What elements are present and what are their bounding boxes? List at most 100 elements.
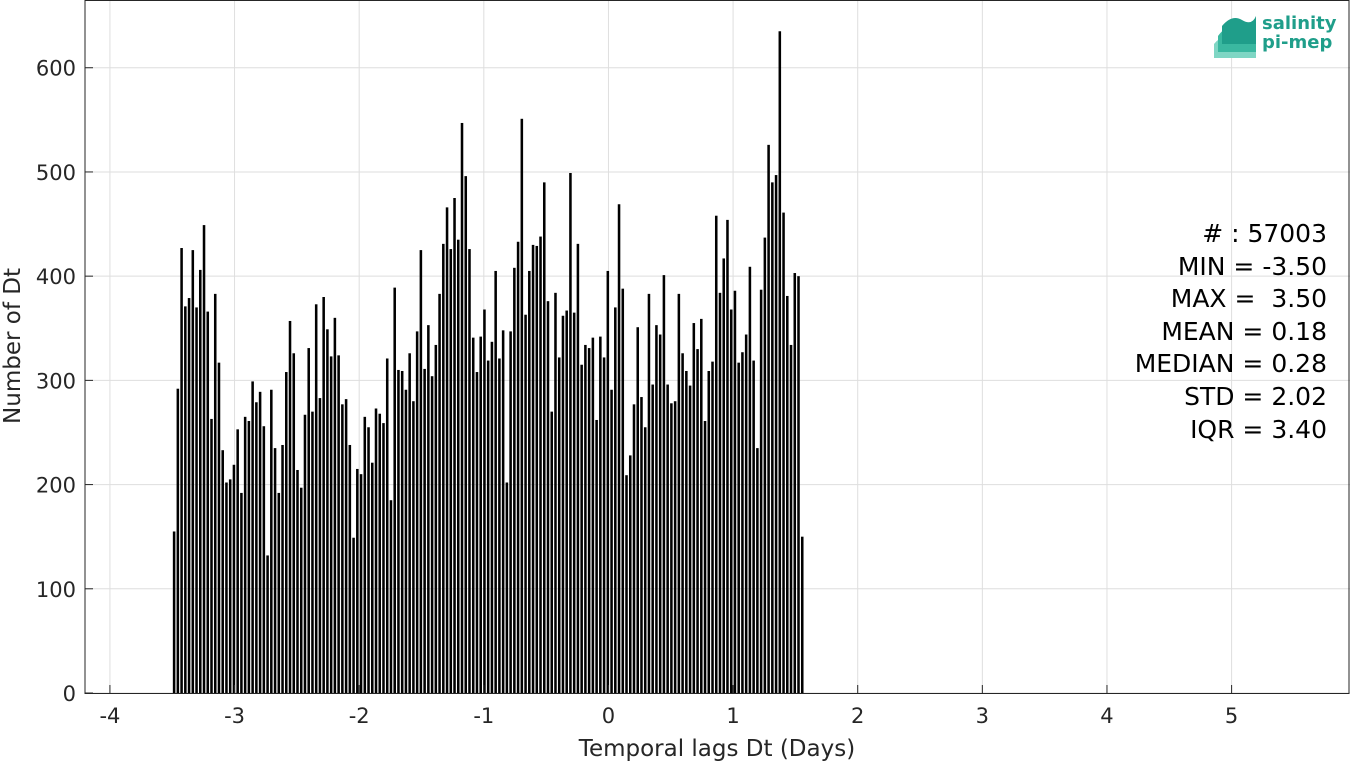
logo-line-2: pi-mep	[1262, 32, 1333, 53]
histogram-bar	[748, 266, 752, 693]
x-tick-labels: -4 -3 -2 -1 0 1 2 3 4 5	[99, 685, 1238, 728]
histogram-bar	[714, 215, 718, 693]
histogram-bar	[333, 317, 337, 693]
histogram-bar	[763, 237, 767, 693]
histogram-bar	[800, 536, 804, 693]
histogram-bar	[412, 401, 415, 693]
histogram-bar	[464, 176, 468, 693]
histogram-bar	[299, 487, 303, 693]
histogram-bar	[733, 290, 737, 693]
histogram-bar	[501, 330, 505, 693]
x-tick-label: -4	[99, 704, 120, 728]
histogram-bar	[471, 337, 475, 693]
histogram-bar	[311, 411, 314, 693]
histogram-bar	[393, 287, 396, 693]
histogram-bar	[617, 204, 621, 693]
histogram-bar	[688, 385, 692, 693]
histogram-bar	[778, 31, 782, 693]
histogram-bar	[322, 297, 325, 693]
histogram-bar	[681, 353, 684, 693]
x-tick-label: 2	[851, 704, 864, 728]
histogram-bar	[696, 349, 699, 693]
histogram-bar	[647, 293, 651, 693]
logo-text: salinity pi-mep	[1262, 14, 1337, 52]
histogram-bar	[456, 239, 460, 693]
histogram-bar	[741, 352, 744, 693]
stat-std: STD = 2.02	[1184, 381, 1327, 411]
histogram-bar	[513, 267, 516, 693]
y-tick-label: 100	[36, 578, 76, 602]
histogram-bar	[348, 444, 352, 693]
histogram-bar	[628, 455, 632, 693]
histogram-bar	[460, 122, 464, 693]
histogram-bar	[486, 360, 490, 693]
histogram-bar	[382, 423, 385, 693]
stat-max: MAX = 3.50	[1170, 284, 1327, 314]
x-axis-label: Temporal lags Dt (Days)	[578, 736, 855, 762]
histogram-bar	[535, 245, 539, 694]
histogram-bar	[685, 370, 688, 693]
histogram-bar	[288, 320, 292, 693]
histogram-bar	[692, 323, 696, 693]
histogram-bar	[341, 404, 344, 693]
stat-min: MIN = -3.50	[1177, 251, 1327, 281]
histogram-bar	[184, 306, 187, 693]
histogram-bar	[199, 269, 202, 693]
histogram-bar	[337, 355, 340, 693]
histogram-bar	[782, 212, 785, 693]
logo-line-1: salinity	[1262, 13, 1337, 34]
logo-waves-icon	[1214, 16, 1256, 58]
histogram-bar	[404, 389, 408, 693]
histogram-bar	[236, 429, 239, 693]
histogram-bar	[591, 337, 595, 693]
histogram-bar	[273, 448, 277, 693]
histogram-bar	[318, 398, 322, 693]
histogram-bar	[520, 118, 524, 694]
histogram-bar	[726, 219, 729, 693]
histogram-bar	[296, 469, 299, 693]
histogram-bar	[569, 172, 572, 693]
histogram-bar	[670, 403, 673, 693]
histogram-bar	[442, 243, 445, 693]
histogram-bar	[378, 413, 382, 693]
histogram-bar	[419, 250, 423, 693]
histogram-bar	[700, 318, 703, 693]
histogram-bar	[262, 426, 266, 693]
histogram-bar	[602, 357, 606, 693]
histogram-bar	[191, 250, 195, 693]
histogram-bar	[326, 329, 329, 693]
x-tick-label: -1	[473, 704, 494, 728]
histogram-bar	[385, 358, 389, 693]
histogram-bar	[703, 421, 707, 693]
histogram-bar	[509, 331, 512, 693]
histogram-bar	[797, 276, 800, 693]
histogram-bar	[531, 244, 535, 694]
histogram-bar	[344, 399, 348, 693]
histogram-bar	[270, 389, 273, 693]
histogram-bar	[572, 312, 576, 693]
histogram-bar	[542, 182, 546, 694]
histogram-bar	[438, 293, 441, 693]
statistics-box: # : 57003 MIN = -3.50 MAX = 3.50 MEAN = 0.1…	[1135, 218, 1327, 446]
histogram-bar	[767, 144, 770, 693]
histogram-bar	[359, 474, 363, 693]
histogram-bar	[789, 344, 793, 693]
x-tick-label: -3	[224, 704, 245, 728]
bars-group	[172, 31, 804, 694]
x-tick-label: 5	[1225, 704, 1238, 728]
y-tick-label: 0	[63, 682, 76, 706]
histogram-bar	[352, 537, 355, 693]
histogram-bar	[756, 448, 759, 693]
histogram-bar	[711, 361, 714, 693]
histogram-bar	[453, 198, 456, 693]
histogram-bar	[658, 334, 662, 693]
histogram-bar	[636, 327, 640, 693]
histogram-bar	[180, 248, 183, 693]
histogram-bar	[329, 356, 333, 693]
histogram-bar	[232, 464, 236, 693]
histogram-bar	[303, 414, 307, 693]
stat-iqr: IQR = 3.40	[1190, 414, 1327, 444]
histogram-bar	[666, 384, 669, 693]
histogram-bar	[729, 309, 733, 693]
histogram-bar	[221, 450, 224, 693]
